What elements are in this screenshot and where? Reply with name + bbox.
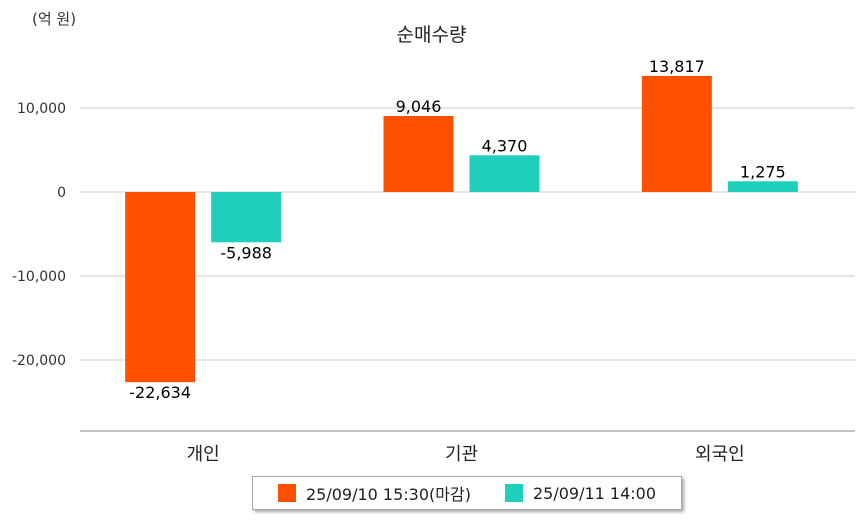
- x-category-label-1: 기관: [445, 444, 478, 465]
- data-label-s2-0: -5,988: [220, 243, 272, 262]
- legend: 25/09/10 15:30(마감) 25/09/11 14:00: [252, 476, 682, 510]
- legend-label-series-2: 25/09/11 14:00: [532, 483, 657, 503]
- data-label-s1-2: 13,817: [649, 57, 705, 76]
- bar-s1-2: [641, 75, 712, 192]
- legend-item-series-2[interactable]: 25/09/11 14:00: [504, 483, 657, 503]
- y-tick-label-2: -10,000: [12, 269, 66, 285]
- y-tick-label-0: 10,000: [17, 101, 66, 117]
- legend-item-series-1[interactable]: 25/09/10 15:30(마감): [277, 481, 471, 505]
- legend-swatch-series-1: [277, 484, 296, 502]
- data-label-s1-0: -22,634: [129, 383, 191, 402]
- data-label-s2-2: 1,275: [740, 162, 786, 181]
- bar-s2-1: [469, 155, 540, 192]
- y-tick-label-3: -20,000: [12, 353, 66, 369]
- legend-swatch-series-2: [504, 484, 523, 502]
- x-category-label-0: 개인: [187, 444, 220, 465]
- data-label-s1-1: 9,046: [396, 97, 442, 116]
- y-tick-label-1: 0: [57, 185, 66, 201]
- x-category-label-2: 외국인: [695, 444, 745, 465]
- data-label-s2-1: 4,370: [482, 136, 528, 155]
- bar-s2-0: [211, 192, 282, 243]
- legend-label-series-1: 25/09/10 15:30(마감): [305, 485, 471, 504]
- bar-s1-1: [383, 116, 454, 192]
- bar-s2-2: [727, 181, 798, 192]
- bar-s1-0: [125, 192, 196, 383]
- unit-label: (억 원): [32, 10, 77, 28]
- chart-title: 순매수량: [396, 24, 467, 46]
